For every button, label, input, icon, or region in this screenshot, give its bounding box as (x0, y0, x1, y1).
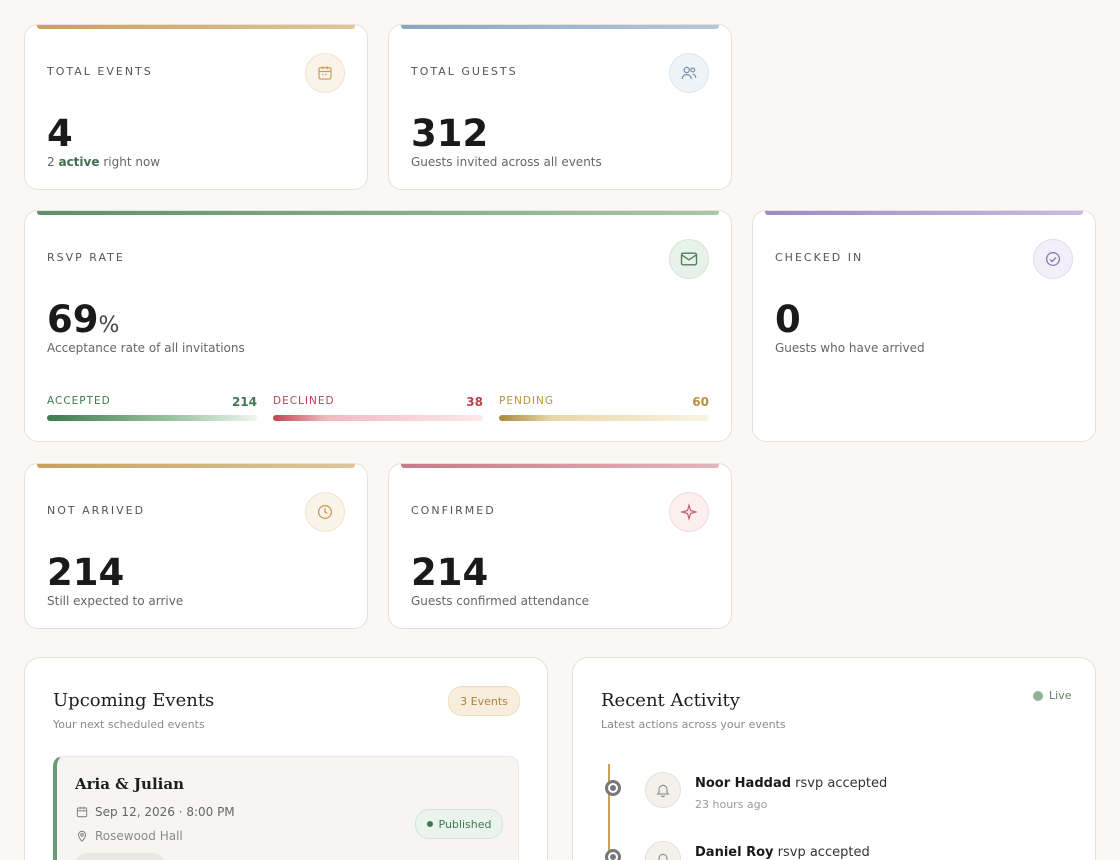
event-venue-text: Rosewood Hall (95, 829, 183, 843)
stat-value: 214 (411, 551, 489, 594)
accent-bar (765, 211, 1083, 215)
calendar-icon (305, 53, 345, 93)
active-word: active (58, 155, 100, 169)
stat-label: Not Arrived (47, 504, 146, 517)
stat-card-checked-in: Checked In 0 Guests who have arrived (752, 210, 1096, 442)
accent-bar (401, 25, 719, 29)
active-suffix: right now (103, 155, 161, 169)
stat-value: 69% (47, 301, 119, 338)
recent-activity-panel: Recent Activity Latest actions across yo… (572, 657, 1096, 860)
accent-bar (401, 464, 719, 468)
progress-bar (47, 415, 257, 421)
activity-item[interactable]: Noor Haddad rsvp accepted 23 hours ago (601, 772, 1041, 822)
breakdown-label: Pending (499, 395, 554, 407)
stat-subtitle: Still expected to arrive (47, 594, 184, 608)
stat-card-rsvp-rate: RSVP Rate 69% Acceptance rate of all inv… (24, 210, 732, 442)
clock-icon (305, 492, 345, 532)
stat-card-total-guests: Total Guests 312 Guests invited across a… (388, 24, 732, 190)
stat-value: 4 (47, 112, 73, 155)
stat-label: Total Events (47, 65, 153, 78)
live-label: Live (1049, 689, 1072, 702)
stat-card-total-events: Total Events 4 2 active right now (24, 24, 368, 190)
users-icon (669, 53, 709, 93)
activity-action: rsvp accepted (795, 776, 888, 791)
location-pin-icon (77, 830, 87, 843)
panel-title: Upcoming Events (53, 690, 215, 711)
activity-item[interactable]: Daniel Roy rsvp accepted (601, 841, 1041, 860)
timeline-line (608, 764, 610, 860)
activity-action: rsvp accepted (777, 845, 870, 860)
stat-subtitle: Acceptance rate of all invitations (47, 341, 245, 355)
accent-bar (37, 464, 355, 468)
event-card[interactable]: Aria & Julian Sep 12, 2026 · 8:00 PM Ros… (53, 756, 519, 860)
breakdown-count: 60 (692, 395, 709, 409)
stat-subtitle: Guests invited across all events (411, 155, 602, 169)
rsvp-percent: 69 (47, 298, 99, 341)
stat-label: Confirmed (411, 504, 496, 517)
check-circle-icon (1033, 239, 1073, 279)
activity-name: Daniel Roy (695, 845, 774, 860)
timeline-dot (605, 780, 621, 796)
stat-subtitle: Guests who have arrived (775, 341, 925, 355)
panel-subtitle: Your next scheduled events (53, 718, 205, 731)
activity-name: Noor Haddad (695, 776, 792, 791)
stat-subtitle: Guests confirmed attendance (411, 594, 589, 608)
breakdown-accepted: Accepted 214 (47, 395, 257, 435)
breakdown-pending: Pending 60 (499, 395, 709, 435)
timeline-dot (605, 849, 621, 860)
breakdown-label: Accepted (47, 395, 111, 407)
event-date: Sep 12, 2026 · 8:00 PM (75, 805, 235, 819)
status-text: Published (438, 817, 492, 831)
bell-icon (645, 841, 681, 860)
panel-title: Recent Activity (601, 690, 740, 711)
event-tag (75, 853, 165, 860)
panel-subtitle: Latest actions across your events (601, 718, 786, 731)
stat-card-not-arrived: Not Arrived 214 Still expected to arrive (24, 463, 368, 629)
active-count: 2 (47, 155, 55, 169)
event-title: Aria & Julian (75, 775, 184, 793)
activity-time: 23 hours ago (695, 798, 768, 811)
accent-bar (37, 211, 719, 215)
stat-card-confirmed: Confirmed 214 Guests confirmed attendanc… (388, 463, 732, 629)
stat-subtitle: 2 active right now (47, 155, 160, 169)
progress-bar (273, 415, 483, 421)
event-venue: Rosewood Hall (75, 829, 183, 843)
mail-icon (669, 239, 709, 279)
sparkle-icon (669, 492, 709, 532)
status-dot (426, 821, 433, 827)
bell-icon (645, 772, 681, 808)
event-date-text: Sep 12, 2026 · 8:00 PM (95, 805, 235, 819)
progress-bar (499, 415, 709, 421)
breakdown-label: Declined (273, 395, 335, 407)
stat-value: 0 (775, 298, 801, 341)
live-indicator: Live (1033, 689, 1071, 702)
activity-text: Noor Haddad rsvp accepted (695, 776, 887, 791)
stat-value: 312 (411, 112, 489, 155)
activity-text: Daniel Roy rsvp accepted (695, 845, 870, 860)
calendar-icon (76, 806, 88, 818)
breakdown-count: 38 (466, 395, 483, 409)
accent-bar (37, 25, 355, 29)
percent-sign: % (98, 313, 120, 338)
stat-value: 214 (47, 551, 125, 594)
live-dot (1033, 690, 1043, 701)
upcoming-events-panel: Upcoming Events Your next scheduled even… (24, 657, 548, 860)
breakdown-count: 214 (231, 395, 257, 409)
events-count-badge: 3 Events (448, 686, 520, 716)
stat-label: Checked In (775, 251, 864, 264)
breakdown-declined: Declined 38 (273, 395, 483, 435)
stat-label: RSVP Rate (47, 251, 125, 264)
status-badge: Published (415, 809, 503, 839)
stat-label: Total Guests (411, 65, 518, 78)
